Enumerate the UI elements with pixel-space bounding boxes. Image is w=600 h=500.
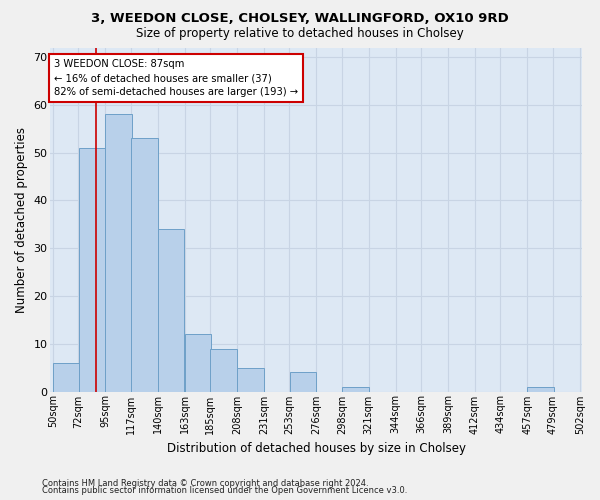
- Text: 3, WEEDON CLOSE, CHOLSEY, WALLINGFORD, OX10 9RD: 3, WEEDON CLOSE, CHOLSEY, WALLINGFORD, O…: [91, 12, 509, 26]
- Bar: [185, 334, 211, 392]
- Bar: [131, 138, 158, 392]
- Y-axis label: Number of detached properties: Number of detached properties: [15, 126, 28, 312]
- Text: 3 WEEDON CLOSE: 87sqm
← 16% of detached houses are smaller (37)
82% of semi-deta: 3 WEEDON CLOSE: 87sqm ← 16% of detached …: [54, 60, 298, 98]
- Bar: [53, 363, 79, 392]
- Bar: [79, 148, 105, 392]
- Bar: [158, 229, 184, 392]
- Text: Contains public sector information licensed under the Open Government Licence v3: Contains public sector information licen…: [42, 486, 407, 495]
- Bar: [527, 386, 554, 392]
- Text: Size of property relative to detached houses in Cholsey: Size of property relative to detached ho…: [136, 28, 464, 40]
- Bar: [211, 348, 237, 392]
- Bar: [106, 114, 132, 392]
- Bar: [237, 368, 263, 392]
- Bar: [290, 372, 316, 392]
- Text: Contains HM Land Registry data © Crown copyright and database right 2024.: Contains HM Land Registry data © Crown c…: [42, 478, 368, 488]
- X-axis label: Distribution of detached houses by size in Cholsey: Distribution of detached houses by size …: [167, 442, 466, 455]
- Bar: [342, 386, 368, 392]
